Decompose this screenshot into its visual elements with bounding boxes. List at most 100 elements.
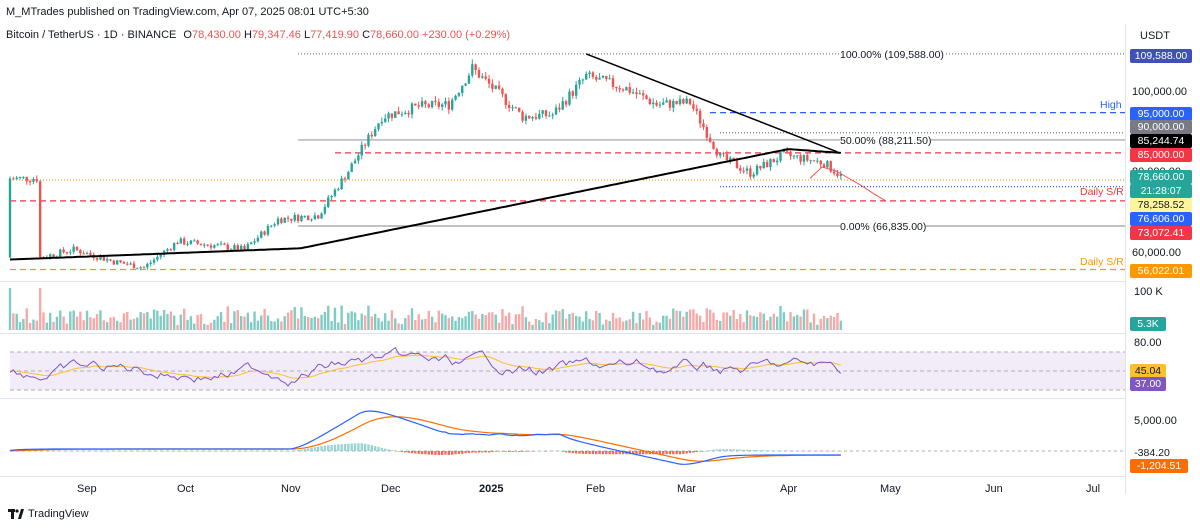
candle-body <box>363 144 367 146</box>
volume-bar <box>62 316 65 330</box>
macd-hist-bar <box>836 450 839 452</box>
volume-bar <box>678 311 682 330</box>
fib-50-label: 50.00% (88,211.50) <box>840 135 932 147</box>
volume-bar <box>779 306 782 330</box>
macd-hist-bar <box>112 450 116 452</box>
volume-bar <box>394 318 397 330</box>
candle-body <box>367 134 370 146</box>
candle-body <box>373 129 377 137</box>
macd-hist-bar <box>105 450 109 452</box>
macd-hist-bar <box>347 443 350 451</box>
macd-hist-bar <box>102 450 105 452</box>
candle-body <box>668 100 672 108</box>
macd-hist-bar <box>725 449 729 451</box>
volume-bar <box>213 319 216 330</box>
macd-hist-bar <box>578 451 581 454</box>
candle-body <box>444 101 447 105</box>
trend-line <box>585 53 838 153</box>
price-chart[interactable] <box>0 0 1125 476</box>
macd-hist-bar <box>132 450 136 452</box>
macd-hist-bar <box>384 448 387 451</box>
macd-hist-bar <box>293 450 296 452</box>
macd-hist-bar <box>340 444 343 451</box>
macd-hist-bar <box>410 451 414 454</box>
macd-hist-bar <box>236 450 239 452</box>
macd-hist-bar <box>8 450 12 452</box>
macd-hist-bar <box>467 451 471 453</box>
candle-body <box>474 64 477 70</box>
volume-bar <box>772 313 775 330</box>
volume-bar <box>534 319 538 330</box>
badge-56k: 56,022.01 <box>1130 264 1192 278</box>
candle-body <box>293 214 296 221</box>
volume-bar <box>521 306 524 330</box>
volume-bar <box>822 315 826 330</box>
candle-body <box>122 262 126 264</box>
volume-bar <box>424 318 427 330</box>
volume-bar <box>585 311 588 330</box>
candle-body <box>454 95 457 100</box>
candle-body <box>169 249 172 251</box>
volume-bar <box>313 316 317 330</box>
volume-bar <box>467 311 471 330</box>
volume-bar <box>337 322 340 330</box>
currency-label[interactable]: USDT <box>1140 30 1170 42</box>
volume-bar <box>55 316 59 330</box>
candle-body <box>531 117 534 119</box>
badge-73k: 73,072.41 <box>1130 226 1192 240</box>
volume-bar <box>749 315 752 330</box>
macd-hist-bar <box>682 451 685 454</box>
candle-body <box>702 123 705 128</box>
macd-hist-bar <box>35 450 38 452</box>
candle-body <box>682 99 685 104</box>
candle-body <box>588 72 591 75</box>
footer-brand[interactable]: TradingView <box>8 508 89 520</box>
volume-bar <box>263 308 266 330</box>
volume-bar <box>203 323 206 330</box>
volume-bar <box>360 313 363 330</box>
candle-body <box>32 179 35 182</box>
level-lines <box>10 53 1125 271</box>
macd-hist-bar <box>548 450 551 452</box>
candle-body <box>89 252 92 255</box>
volume-bar <box>387 320 390 330</box>
footer-brand-text: TradingView <box>28 508 89 520</box>
volume-bar <box>72 310 75 330</box>
badge-90k: 90,000.00 <box>1130 120 1192 134</box>
candle-body <box>132 263 136 269</box>
volume-bar <box>762 313 765 330</box>
macd-hist-bar <box>591 451 595 455</box>
candle-body <box>695 108 698 111</box>
candle-body <box>99 256 102 260</box>
macd-hist-bar <box>420 451 424 455</box>
macd-hist-bar <box>172 450 176 452</box>
macd-hist-bar <box>688 451 692 454</box>
symbol-title[interactable]: Bitcoin / TetherUS · 1D · BINANCE <box>6 29 177 41</box>
macd-hist-bar <box>377 446 380 451</box>
close-value: 78,660.00 <box>370 29 419 41</box>
macd-hist-bar <box>698 451 702 452</box>
candle-body <box>8 178 12 258</box>
candle-body <box>424 101 427 105</box>
candle-body <box>203 244 206 246</box>
volume-bar <box>581 321 585 330</box>
volume-bar <box>159 315 162 330</box>
price-tick-100k: 100,000.00 <box>1132 86 1188 98</box>
macd-hist-bar <box>514 451 518 452</box>
badge-76k: 76,606.00 <box>1130 212 1192 226</box>
volume-bar <box>75 316 79 330</box>
candle-body <box>615 86 618 88</box>
candle-body <box>179 238 183 244</box>
candle-body <box>507 105 511 108</box>
macd-hist-bar <box>762 450 765 451</box>
volume-bar <box>702 321 705 330</box>
volume-bar <box>487 312 491 330</box>
macd-hist-bar <box>246 450 250 452</box>
macd-hist-bar <box>373 446 377 451</box>
macd-hist-bar <box>816 450 819 452</box>
macd-hist-bar <box>280 450 283 452</box>
candle-body <box>52 254 55 257</box>
candle-body <box>156 256 159 260</box>
volume-bar <box>447 317 451 330</box>
candle-body <box>688 98 692 105</box>
